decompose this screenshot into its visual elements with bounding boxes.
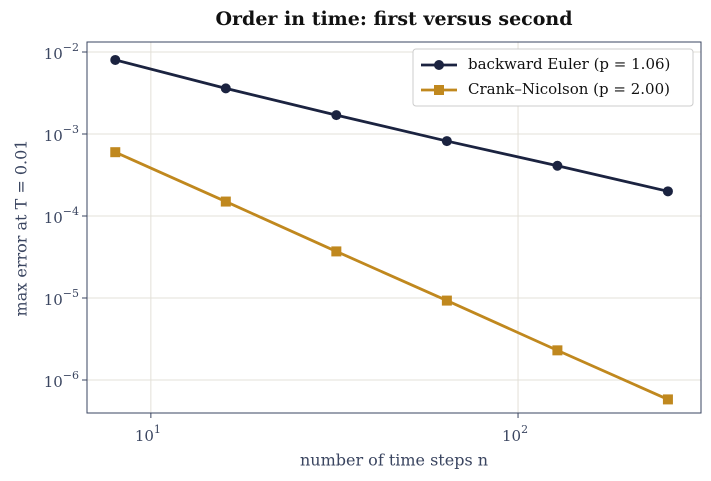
marker bbox=[662, 186, 673, 197]
marker bbox=[331, 110, 342, 121]
legend-label: backward Euler (p = 1.06) bbox=[468, 55, 670, 73]
tick-label: 102 bbox=[502, 423, 528, 445]
chart-title: Order in time: first versus second bbox=[215, 8, 572, 30]
legend-label: Crank–Nicolson (p = 2.00) bbox=[468, 80, 670, 98]
tick-exponent: −3 bbox=[63, 123, 79, 136]
tick-label: 10−2 bbox=[44, 41, 79, 63]
marker bbox=[110, 147, 121, 158]
marker bbox=[552, 345, 563, 356]
plot-frame bbox=[86, 41, 702, 414]
tick-label: 10−6 bbox=[44, 369, 79, 391]
marker bbox=[220, 83, 231, 94]
marker bbox=[441, 136, 452, 147]
y-axis-label: max error at T = 0.01 bbox=[12, 140, 31, 317]
legend-box bbox=[412, 48, 694, 107]
tick-exponent: −2 bbox=[63, 41, 79, 54]
legend-marker bbox=[434, 60, 444, 70]
tick-label: 101 bbox=[135, 423, 161, 445]
x-axis-label: number of time steps n bbox=[300, 451, 488, 470]
tick-label: 10−3 bbox=[44, 123, 79, 145]
marker bbox=[441, 295, 452, 306]
tick-base: 10 bbox=[502, 427, 521, 445]
tick-exponent: −6 bbox=[63, 369, 79, 382]
tick-exponent: −4 bbox=[63, 205, 79, 218]
tick-base: 10 bbox=[44, 45, 63, 63]
tick-base: 10 bbox=[44, 373, 63, 391]
marker bbox=[662, 394, 673, 405]
series-line bbox=[114, 150, 669, 401]
legend-marker bbox=[434, 85, 444, 95]
marker bbox=[220, 196, 231, 207]
marker bbox=[110, 54, 121, 65]
tick-base: 10 bbox=[44, 209, 63, 227]
tick-base: 10 bbox=[44, 291, 63, 309]
marker bbox=[552, 160, 563, 171]
tick-label: 10−4 bbox=[44, 205, 79, 227]
tick-base: 10 bbox=[135, 427, 154, 445]
tick-base: 10 bbox=[44, 127, 63, 145]
tick-exponent: 2 bbox=[521, 423, 528, 436]
marker bbox=[331, 246, 342, 257]
tick-exponent: 1 bbox=[154, 423, 161, 436]
series-line bbox=[114, 58, 669, 193]
tick-exponent: −5 bbox=[63, 287, 79, 300]
tick-label: 10−5 bbox=[44, 287, 79, 309]
